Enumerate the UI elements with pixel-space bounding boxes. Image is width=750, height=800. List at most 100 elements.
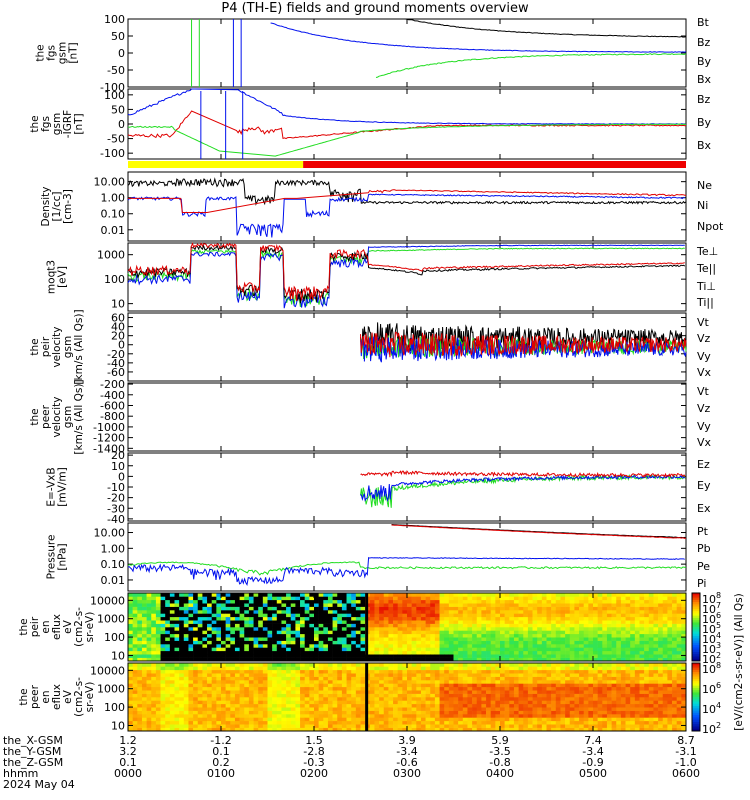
spectrogram-cell (425, 620, 431, 624)
spectrogram-cell (407, 673, 412, 677)
spectrogram-cell (128, 603, 133, 607)
spectrogram-cell (500, 599, 505, 604)
spectrogram-cell (323, 663, 329, 667)
spectrogram-cell (500, 683, 505, 688)
spectrogram-cell (388, 644, 394, 648)
spectrogram-cell (444, 603, 450, 607)
spectrogram-cell (597, 596, 603, 601)
spectrogram-cell (583, 700, 589, 705)
spectrogram-cell (565, 596, 571, 601)
spectrogram-cell (346, 633, 352, 638)
y-tick-label: 0 (118, 47, 125, 60)
spectrogram-cell (448, 710, 454, 715)
spectrogram-cell (262, 627, 268, 631)
spectrogram-cell (300, 676, 305, 681)
spectrogram-cell (648, 630, 654, 635)
spectrogram-cell (513, 613, 519, 618)
spectrogram-cell (513, 599, 519, 604)
spectrogram-cell (267, 720, 273, 725)
spectrogram-cell (128, 654, 133, 658)
spectrogram-cell (634, 644, 640, 648)
spectrogram-cell (137, 666, 143, 671)
spectrogram-cell (588, 710, 594, 715)
y-tick-label: -800 (100, 410, 125, 423)
spectrogram-cell (327, 693, 333, 698)
spectrogram-cell (179, 627, 185, 631)
spectrogram-cell (272, 710, 278, 715)
y-tick-label: 10.00 (94, 527, 126, 540)
spectrogram-cell (397, 616, 403, 621)
spectrogram-cell (458, 637, 464, 641)
spectrogram-cell (248, 717, 254, 722)
spectrogram-cell (504, 680, 510, 684)
spectrogram-cell (179, 623, 185, 628)
spectrogram-cell (383, 710, 389, 715)
spectrogram-cell (211, 610, 217, 614)
spectrogram-cell (658, 599, 664, 604)
spectrogram-cell (207, 693, 212, 698)
spectrogram-cell (300, 703, 305, 708)
spectrogram-cell (397, 686, 403, 691)
spectrogram-cell (416, 676, 422, 681)
spectrogram-cell (630, 610, 636, 614)
spectrogram-cell (197, 717, 203, 722)
spectrogram-cell (369, 693, 375, 698)
spectrogram-cell (509, 620, 515, 624)
spectrogram-cell (360, 663, 366, 667)
spectrogram-cell (439, 654, 445, 658)
spectrogram-cell (341, 727, 347, 732)
spectrogram-cell (588, 610, 594, 614)
spectrogram-cell (658, 596, 664, 601)
spectrogram-cell (448, 610, 454, 614)
spectrogram-cell (490, 690, 496, 694)
spectrogram-cell (248, 714, 254, 718)
spectrogram-cell (574, 627, 580, 631)
spectrogram-cell (416, 603, 422, 607)
spectrogram-cell (221, 710, 226, 715)
spectrogram-cell (276, 663, 282, 667)
spectrogram-cell (574, 673, 580, 677)
spectrogram-cell (304, 627, 310, 631)
spectrogram-cell (272, 703, 278, 708)
spectrogram-cell (197, 596, 203, 601)
spectrogram-cell (327, 593, 333, 597)
spectrogram-cell (211, 690, 217, 694)
spectrogram-cell (267, 620, 273, 624)
spectrogram-cell (555, 690, 561, 694)
spectrogram-cell (439, 627, 445, 631)
spectrogram-cell (625, 697, 631, 701)
spectrogram-cell (132, 647, 138, 652)
spectrogram-cell (295, 640, 301, 645)
spectrogram-cell (165, 596, 171, 601)
spectrogram-cell (467, 654, 473, 658)
legend-Pb: Pb (697, 542, 711, 555)
spectrogram-cell (532, 616, 538, 621)
spectrogram-cell (248, 613, 254, 618)
spectrogram-cell (486, 727, 491, 732)
spectrogram-cell (481, 616, 487, 621)
spectrogram-cell (588, 669, 594, 674)
spectrogram-cell (444, 724, 450, 728)
spectrogram-cell (248, 700, 254, 705)
spectrogram-cell (286, 596, 292, 601)
spectrogram-cell (267, 654, 273, 658)
spectrogram-cell (518, 654, 524, 658)
spectrogram-cell (630, 596, 636, 601)
spectrogram-cell (444, 630, 450, 635)
series-Pi (127, 557, 685, 586)
spectrogram-cell (188, 623, 194, 628)
spectrogram-cell (467, 680, 473, 684)
spectrogram-cell (374, 693, 380, 698)
data-gap (365, 593, 369, 661)
spectrogram-cell (481, 627, 487, 631)
spectrogram-cell (267, 690, 273, 694)
spectrogram-cell (504, 640, 510, 645)
spectrogram-cell (434, 686, 440, 691)
spectrogram-cell (174, 650, 180, 655)
spectrogram-cell (286, 640, 292, 645)
spectrogram-cell (290, 683, 296, 688)
spectrogram-cell (537, 663, 543, 667)
series-Bx (127, 88, 687, 125)
spectrogram-cell (216, 596, 222, 601)
spectrogram-cell (351, 714, 357, 718)
